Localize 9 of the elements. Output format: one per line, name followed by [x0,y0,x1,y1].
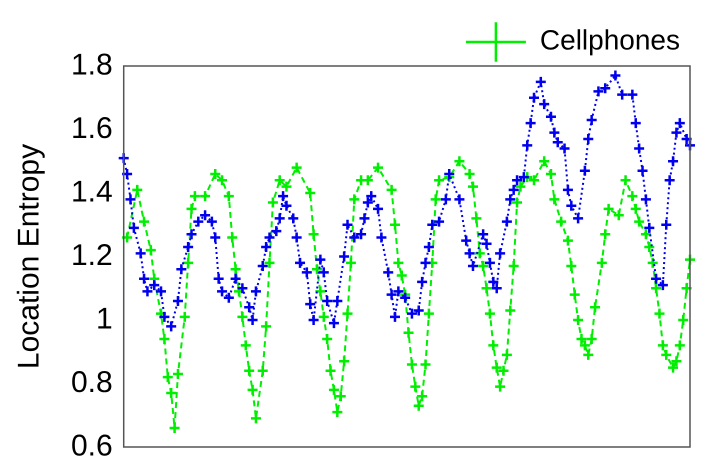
y-tick-label: 1 [96,302,113,336]
y-tick-label: 0.6 [70,429,113,462]
y-tick-label: 1.2 [70,238,113,272]
y-axis-title: Location Entropy [12,144,46,370]
y-tick-label: 1.8 [70,48,113,82]
legend-label: Cellphones [540,24,680,56]
y-tick-label: 1.4 [70,175,113,208]
y-tick-label: 0.8 [70,366,113,399]
y-tick-label: 1.6 [70,112,113,145]
